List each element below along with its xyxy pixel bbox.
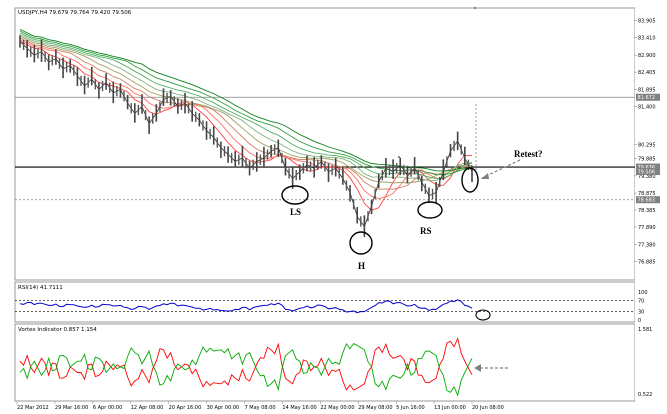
price-y-tick: 82.405 (638, 70, 656, 76)
time-tick-label: 20 Apr 16:00 (169, 405, 202, 411)
left-shoulder-circle (281, 185, 309, 205)
right-shoulder-circle (417, 201, 443, 219)
price-y-axis: 83.905 83.410 82.900 82.405 81.895 81.400 80.2… (634, 19, 656, 265)
price-y-tick: 76.885 (638, 259, 656, 265)
vortex-line (19, 337, 473, 391)
retest-circle (461, 167, 479, 193)
time-tick-label: 20 Jun 08:00 (472, 405, 504, 411)
price-label-box (636, 168, 660, 176)
price-label-text: 81.672 (638, 95, 656, 101)
vortex-panel-title: Vortex Indicator 0.857 1.154 (18, 327, 97, 333)
time-tick-label: 30 Apr 00:00 (207, 405, 240, 411)
rsi-panel-title: RSI(14) 41.7111 (18, 285, 63, 291)
vortex-panel (14, 323, 636, 402)
price-y-tick: 77.380 (638, 242, 656, 248)
left-shoulder-label: LS (290, 207, 301, 217)
time-tick-label: 29 Mar 16:00 (55, 405, 88, 411)
time-tick-label: 12 Apr 08:00 (131, 405, 164, 411)
price-label-box (636, 196, 660, 204)
vortex-arrow-head (474, 364, 481, 372)
moving-average-line (19, 35, 473, 184)
head-label: H (358, 261, 365, 271)
price-scale-bg (635, 8, 664, 401)
time-axis: 22 Mar 2012 29 Mar 16:00 6 Apr 00:00 12 Apr… (16, 401, 504, 411)
rsi-y-tick: 70 (638, 298, 644, 304)
retest-label: Retest? (514, 149, 543, 159)
price-y-tick: 81.400 (638, 105, 656, 111)
moving-average-line (19, 34, 473, 182)
price-y-tick: 82.900 (638, 53, 656, 59)
price-series (19, 35, 473, 237)
price-y-tick: 79.380 (638, 174, 656, 180)
head-circle (349, 231, 373, 255)
time-tick-label: 22 Mar 2012 (17, 405, 49, 411)
vortex-line (19, 342, 473, 397)
retest-arrow (481, 159, 521, 179)
price-label-text: 78.683 (638, 198, 656, 204)
rsi-content: 100 70 30 0 (15, 290, 648, 324)
price-label-box (636, 93, 660, 101)
rsi-y-tick: 100 (638, 290, 648, 296)
vortex-y-tick: 0.522 (638, 392, 652, 398)
moving-average-line (19, 37, 473, 190)
price-label-text: 79.506 (638, 170, 656, 176)
time-tick-label: 22 May 00:00 (320, 405, 354, 411)
price-y-tick: 81.895 (638, 88, 656, 94)
rsi-y-tick: 0 (638, 318, 641, 324)
rsi-circle (475, 309, 491, 321)
vortex-y-tick: 1.581 (638, 327, 652, 333)
time-tick-label: 7 May 08:00 (245, 405, 276, 411)
time-tick-label: 29 May 08:00 (358, 405, 392, 411)
rsi-y-tick: 30 (638, 310, 644, 316)
price-panel (14, 7, 636, 281)
price-y-tick: 83.905 (638, 19, 656, 25)
price-panel-title: USDJPY,H4 79.679 79.764 79.420 79.506 (18, 10, 132, 16)
right-shoulder-label: RS (420, 226, 432, 236)
price-y-tick: 83.410 (638, 36, 656, 42)
price-y-tick: 78.875 (638, 191, 656, 197)
top-marker-dot (473, 6, 477, 10)
price-label-box (636, 163, 660, 171)
retest-arrow-head (481, 173, 489, 179)
price-y-tick: 77.890 (638, 225, 656, 231)
time-tick-label: 6 Apr 00:00 (93, 405, 122, 411)
time-tick-label: 14 May 16:00 (282, 405, 316, 411)
rsi-line (19, 299, 473, 314)
price-y-tick: 80.295 (638, 142, 656, 148)
price-y-tick: 79.885 (638, 157, 656, 163)
vortex-content: 1.581 0.522 (19, 327, 652, 398)
price-y-tick: 78.385 (638, 208, 656, 214)
time-tick-label: 5 Jun 16:00 (396, 405, 425, 411)
time-tick-label: 13 Jun 00:00 (434, 405, 466, 411)
small-dot (398, 156, 400, 158)
moving-average-line (19, 39, 473, 200)
rsi-panel (14, 281, 636, 323)
